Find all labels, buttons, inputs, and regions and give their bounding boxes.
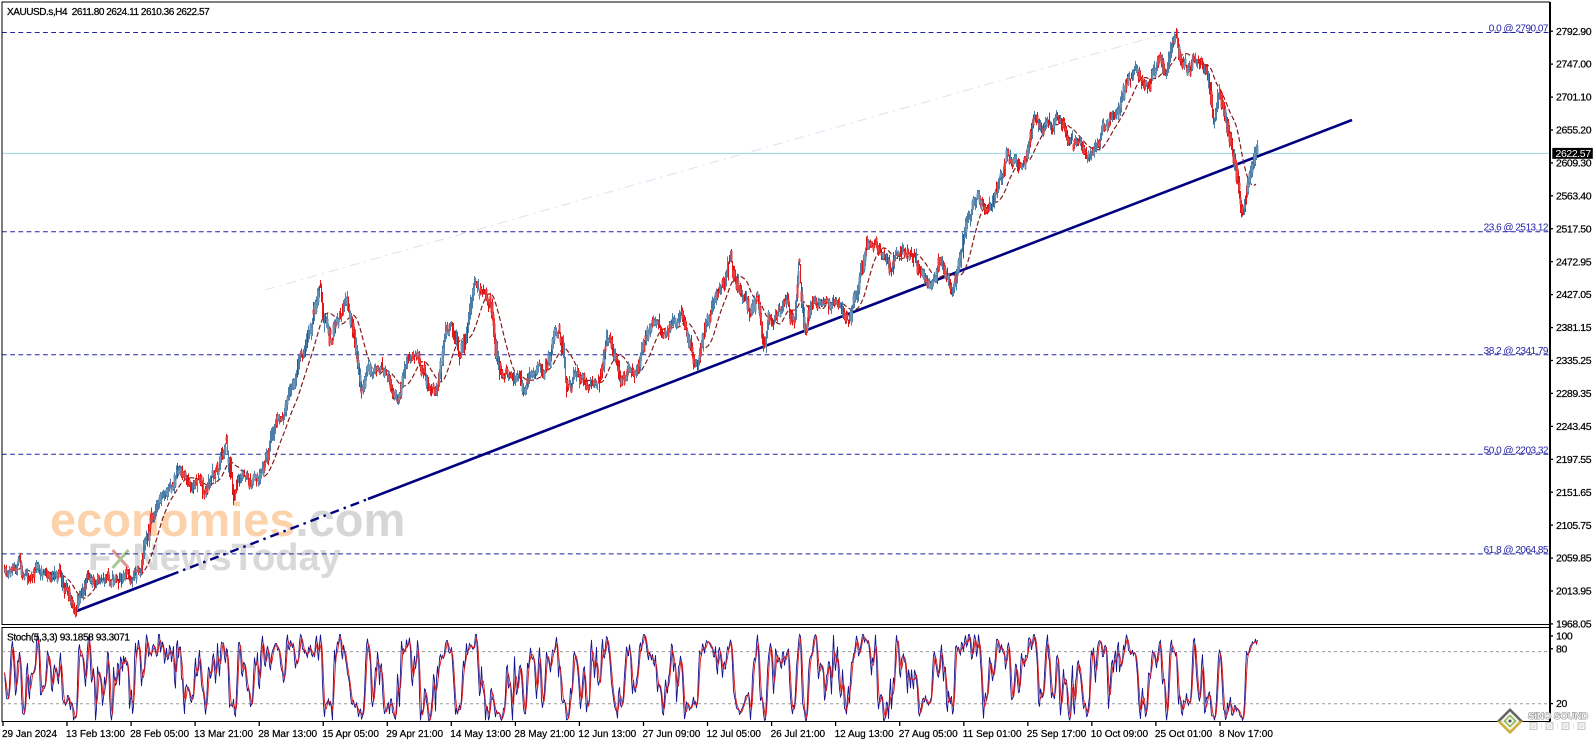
svg-text:2701.10: 2701.10 bbox=[1556, 92, 1592, 104]
svg-text:2622.57: 2622.57 bbox=[1556, 148, 1592, 160]
svg-text:80: 80 bbox=[1556, 643, 1567, 655]
svg-text:2105.75: 2105.75 bbox=[1556, 520, 1592, 532]
svg-text:2381.15: 2381.15 bbox=[1556, 322, 1592, 334]
svg-text:26 Jul 21:00: 26 Jul 21:00 bbox=[771, 729, 826, 740]
svg-text:25 Sep 17:00: 25 Sep 17:00 bbox=[1027, 729, 1087, 740]
svg-text:2563.40: 2563.40 bbox=[1556, 190, 1592, 202]
svg-text:2289.35: 2289.35 bbox=[1556, 388, 1592, 400]
svg-text:100: 100 bbox=[1556, 631, 1573, 643]
svg-text:2655.20: 2655.20 bbox=[1556, 125, 1592, 137]
svg-text:38.2 @ 2341.79: 38.2 @ 2341.79 bbox=[1484, 346, 1549, 357]
svg-text:11 Sep 01:00: 11 Sep 01:00 bbox=[963, 729, 1022, 740]
svg-text:28 Mar 13:00: 28 Mar 13:00 bbox=[258, 729, 317, 740]
svg-text:2609.30: 2609.30 bbox=[1556, 158, 1592, 170]
svg-text:25 Oct 01:00: 25 Oct 01:00 bbox=[1155, 729, 1213, 740]
svg-text:2472.95: 2472.95 bbox=[1556, 256, 1592, 268]
svg-text:2151.65: 2151.65 bbox=[1556, 487, 1592, 499]
svg-text:28 Feb 05:00: 28 Feb 05:00 bbox=[130, 729, 189, 740]
svg-text:Stoch(5,3,3) 93.1858 93.3071: Stoch(5,3,3) 93.1858 93.3071 bbox=[7, 633, 130, 644]
svg-text:SiNO SOUND: SiNO SOUND bbox=[1528, 711, 1588, 722]
svg-text:29 Jan 2024: 29 Jan 2024 bbox=[2, 729, 57, 740]
svg-text:10 Oct 09:00: 10 Oct 09:00 bbox=[1091, 729, 1149, 740]
svg-text:2243.45: 2243.45 bbox=[1556, 421, 1592, 433]
svg-text:28 May 21:00: 28 May 21:00 bbox=[514, 729, 575, 740]
svg-text:12 Aug 13:00: 12 Aug 13:00 bbox=[835, 729, 894, 740]
svg-text:14 May 13:00: 14 May 13:00 bbox=[450, 729, 511, 740]
svg-text:27 Aug 05:00: 27 Aug 05:00 bbox=[899, 729, 958, 740]
svg-text:0.0 @ 2790.07: 0.0 @ 2790.07 bbox=[1489, 24, 1549, 35]
svg-text:2427.05: 2427.05 bbox=[1556, 289, 1592, 301]
svg-text:61.8 @ 2064.85: 61.8 @ 2064.85 bbox=[1484, 545, 1549, 556]
svg-text:2747.00: 2747.00 bbox=[1556, 59, 1592, 71]
svg-text:27 Jun 09:00: 27 Jun 09:00 bbox=[643, 729, 701, 740]
svg-text:2197.55: 2197.55 bbox=[1556, 454, 1592, 466]
svg-text:29 Apr 21:00: 29 Apr 21:00 bbox=[386, 729, 443, 740]
svg-text:XAUUSD.s,H4 2611.80 2624.11 2: XAUUSD.s,H4 2611.80 2624.11 2610.36 2622… bbox=[7, 7, 210, 18]
svg-text:20: 20 bbox=[1556, 698, 1567, 710]
svg-text:12 Jul 05:00: 12 Jul 05:00 bbox=[707, 729, 762, 740]
svg-text:50.0 @ 2203.32: 50.0 @ 2203.32 bbox=[1484, 445, 1549, 456]
svg-text:2335.25: 2335.25 bbox=[1556, 355, 1592, 367]
svg-text:2013.95: 2013.95 bbox=[1556, 586, 1592, 598]
svg-text:2059.85: 2059.85 bbox=[1556, 553, 1592, 565]
svg-text:13 Feb 13:00: 13 Feb 13:00 bbox=[66, 729, 125, 740]
svg-text:23.6 @ 2513.12: 23.6 @ 2513.12 bbox=[1484, 223, 1549, 234]
svg-text:1968.05: 1968.05 bbox=[1556, 619, 1592, 631]
svg-text:12 Jun 13:00: 12 Jun 13:00 bbox=[578, 729, 636, 740]
svg-text:13 Mar 21:00: 13 Mar 21:00 bbox=[194, 729, 253, 740]
svg-text:FxNewsToday: FxNewsToday bbox=[88, 537, 341, 579]
svg-text:15 Apr 05:00: 15 Apr 05:00 bbox=[322, 729, 379, 740]
svg-text:economies.com: economies.com bbox=[50, 493, 405, 546]
svg-text:2792.90: 2792.90 bbox=[1556, 26, 1592, 38]
svg-text:2517.50: 2517.50 bbox=[1556, 223, 1592, 235]
svg-text:8 Nov 17:00: 8 Nov 17:00 bbox=[1219, 729, 1273, 740]
